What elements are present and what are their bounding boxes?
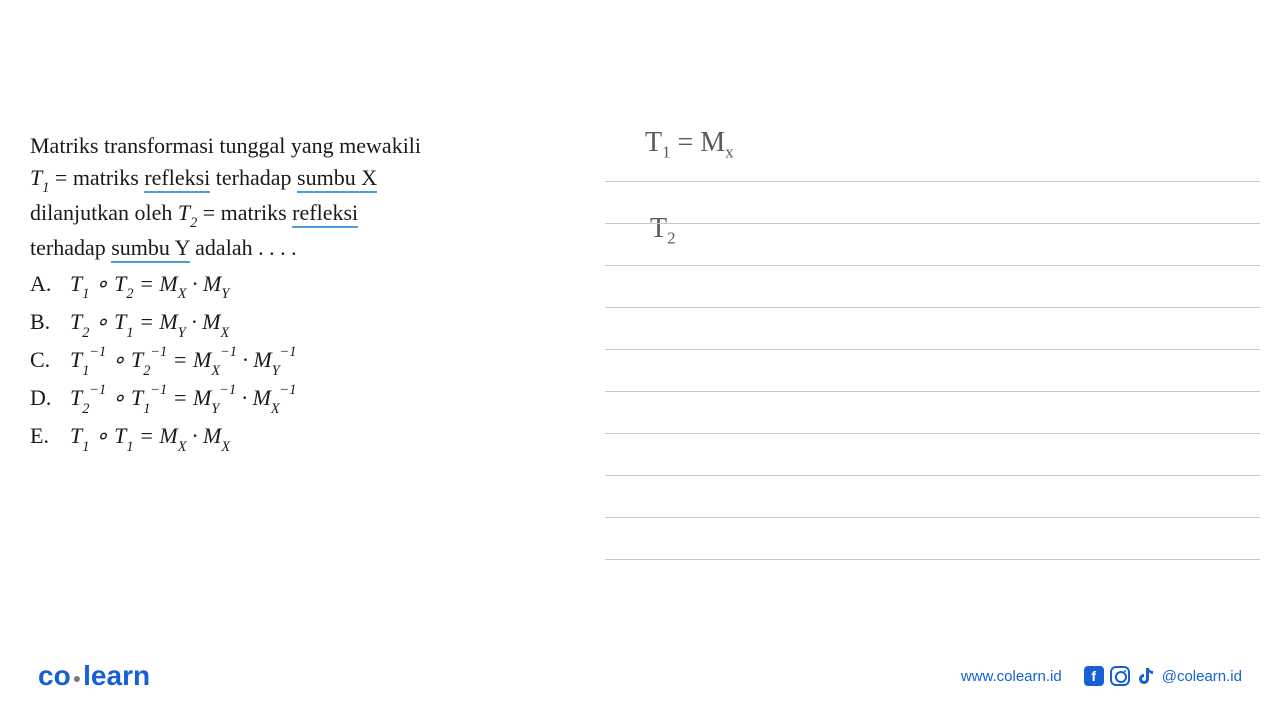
ruled-line (605, 434, 1260, 476)
option-a-math: T1 ∘ T2 = MX · MY (70, 268, 229, 303)
facebook-icon[interactable]: f (1084, 666, 1104, 686)
footer-right: www.colearn.id f @colearn.id (961, 666, 1242, 686)
option-d-math: T2−1 ∘ T1−1 = MY−1 · MX−1 (70, 382, 296, 417)
instagram-icon[interactable] (1110, 666, 1130, 686)
q-line3-p1: dilanjutkan oleh (30, 200, 178, 225)
q-refleksi2: refleksi (292, 200, 358, 228)
options-list: A. T1 ∘ T2 = MX · MY B. T2 ∘ T1 = MY · M… (30, 268, 550, 456)
q-line1: Matriks transformasi tunggal yang mewaki… (30, 133, 421, 158)
logo-dot: ● (73, 670, 81, 686)
option-c-math: T1−1 ∘ T2−1 = MX−1 · MY−1 (70, 344, 296, 379)
q-line2-eq: = matriks (49, 165, 144, 190)
ruled-line (605, 518, 1260, 560)
q-line4-p1: terhadap (30, 235, 111, 260)
ruled-line (605, 182, 1260, 224)
social-handle: @colearn.id (1162, 668, 1242, 685)
q-refleksi1: refleksi (144, 165, 210, 193)
ruled-line (605, 476, 1260, 518)
q-sumbuy: sumbu Y (111, 235, 189, 263)
option-a-label: A. (30, 268, 70, 300)
option-e-label: E. (30, 420, 70, 452)
q-line3-eq: = matriks (197, 200, 292, 225)
option-c-label: C. (30, 344, 70, 376)
logo: co●learn (38, 660, 150, 692)
content-area: Matriks transformasi tunggal yang mewaki… (0, 0, 1280, 560)
option-e-math: T1 ∘ T1 = MX · MX (70, 420, 230, 455)
q-sumbux: sumbu X (297, 165, 377, 193)
option-b-math: T2 ∘ T1 = MY · MX (70, 306, 229, 341)
ruled-line (605, 140, 1260, 182)
q-terhadap: terhadap (210, 165, 297, 190)
logo-co: co (38, 660, 71, 691)
q-t1: T1 (30, 165, 49, 190)
q-adalah: adalah . . . . (190, 235, 297, 260)
option-d: D. T2−1 ∘ T1−1 = MY−1 · MX−1 (30, 382, 550, 417)
ruled-line (605, 392, 1260, 434)
option-b: B. T2 ∘ T1 = MY · MX (30, 306, 550, 341)
social-links: f @colearn.id (1084, 666, 1242, 686)
question-block: Matriks transformasi tunggal yang mewaki… (30, 130, 550, 560)
ruled-line (605, 266, 1260, 308)
tiktok-icon[interactable] (1136, 666, 1156, 686)
option-b-label: B. (30, 306, 70, 338)
option-a: A. T1 ∘ T2 = MX · MY (30, 268, 550, 303)
notes-area: T1 = Mx T2 (605, 130, 1260, 560)
ruled-line (605, 308, 1260, 350)
website-link[interactable]: www.colearn.id (961, 668, 1062, 685)
logo-learn: learn (83, 660, 150, 691)
option-e: E. T1 ∘ T1 = MX · MX (30, 420, 550, 455)
q-t2: T2 (178, 200, 197, 225)
ruled-line (605, 224, 1260, 266)
option-d-label: D. (30, 382, 70, 414)
option-c: C. T1−1 ∘ T2−1 = MX−1 · MY−1 (30, 344, 550, 379)
question-text: Matriks transformasi tunggal yang mewaki… (30, 130, 550, 264)
footer: co●learn www.colearn.id f @colearn.id (0, 660, 1280, 692)
ruled-line (605, 350, 1260, 392)
